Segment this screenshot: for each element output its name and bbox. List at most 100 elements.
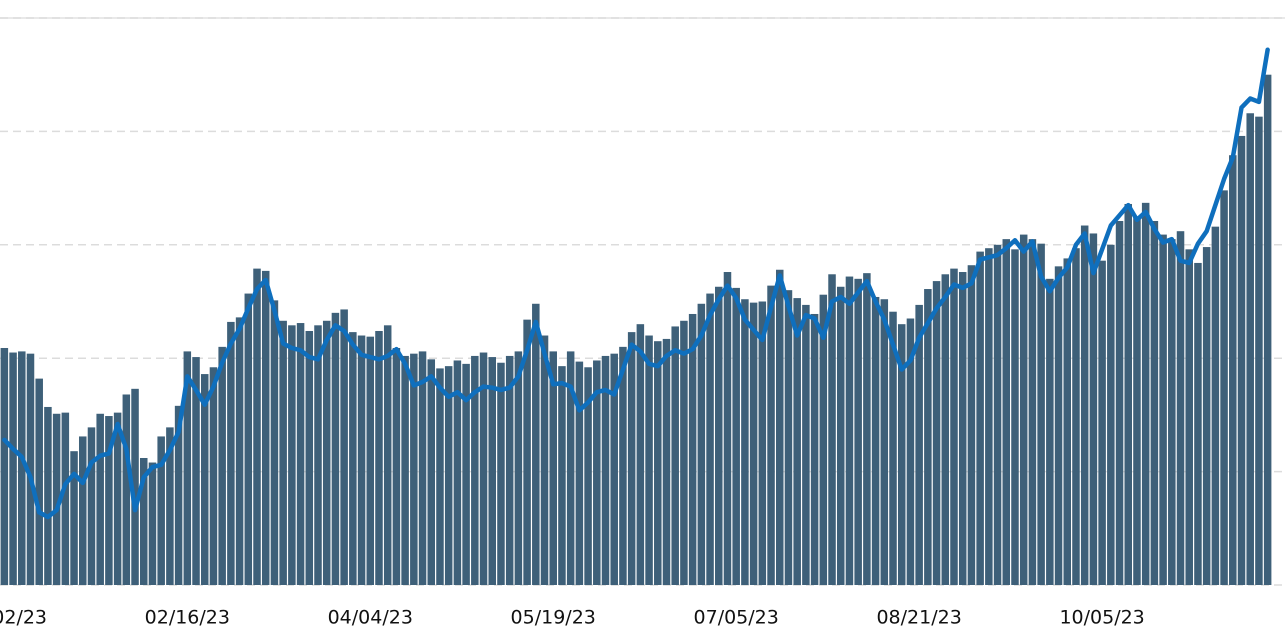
bar: [1194, 262, 1202, 585]
bar: [967, 265, 976, 585]
bar: [680, 320, 688, 585]
bar: [192, 357, 200, 585]
bar: [897, 324, 906, 585]
bar: [767, 285, 775, 585]
bar: [26, 353, 35, 585]
bar: [1124, 203, 1133, 585]
bar: [706, 293, 714, 585]
bar: [854, 278, 862, 585]
bar: [1150, 220, 1159, 585]
bar: [549, 351, 557, 585]
bar: [0, 347, 9, 585]
bar: [723, 272, 732, 585]
bar: [662, 338, 671, 585]
bar: [958, 272, 967, 585]
bar: [1159, 234, 1167, 585]
x-tick-label: 05/19/23: [511, 607, 596, 629]
bar: [845, 276, 854, 585]
bar: [1133, 216, 1141, 585]
x-tick-label: 07/05/23: [694, 607, 779, 629]
bar: [1054, 266, 1063, 585]
bar: [1263, 74, 1272, 585]
bar: [593, 360, 601, 585]
bar: [96, 413, 104, 585]
bar: [52, 413, 61, 585]
bar: [976, 251, 984, 585]
x-tick-label: 01/02/23: [0, 607, 47, 629]
bar: [61, 412, 70, 585]
bar: [418, 351, 427, 585]
bar: [1063, 258, 1072, 585]
bar: [1246, 113, 1254, 586]
bar: [575, 361, 584, 585]
bar: [1002, 239, 1011, 585]
bar: [148, 462, 157, 585]
bar: [261, 270, 270, 585]
bar: [1141, 202, 1150, 586]
bar: [671, 326, 679, 585]
bar: [715, 286, 723, 585]
bar: [532, 303, 540, 585]
bar: [1220, 190, 1228, 586]
bar: [288, 325, 296, 585]
bar: [462, 363, 470, 585]
bar: [654, 341, 662, 585]
bar: [871, 296, 880, 585]
bar: [139, 457, 148, 585]
bar: [880, 299, 889, 585]
bar: [105, 416, 113, 585]
bar: [1019, 234, 1028, 585]
bar: [401, 355, 409, 585]
bar: [915, 304, 923, 585]
bar: [270, 300, 279, 585]
bar: [235, 317, 244, 585]
bar: [322, 320, 331, 585]
bar: [1089, 233, 1098, 585]
bar: [836, 286, 845, 585]
bar: [584, 367, 592, 585]
bar: [340, 309, 348, 585]
bar: [157, 436, 165, 585]
bar: [305, 330, 314, 585]
bar: [741, 299, 749, 585]
bar: [1211, 226, 1220, 585]
bar: [1229, 155, 1237, 586]
bar: [540, 335, 549, 585]
bar: [122, 394, 131, 585]
bar: [331, 312, 340, 585]
bar: [523, 319, 531, 585]
bar: [924, 289, 932, 585]
bar: [427, 359, 436, 585]
bar: [732, 287, 740, 585]
bar: [314, 325, 322, 585]
bar: [1098, 260, 1106, 585]
bar: [619, 346, 627, 585]
bar: [627, 332, 636, 585]
bar: [688, 313, 697, 585]
bar: [932, 281, 941, 585]
bar: [1185, 249, 1193, 585]
bar: [645, 335, 653, 585]
x-tick-label: 02/16/23: [145, 607, 230, 629]
bar: [1115, 220, 1124, 585]
bar: [209, 367, 218, 585]
x-tick-label: 04/04/23: [328, 607, 413, 629]
bar: [1168, 239, 1176, 585]
bar: [793, 298, 801, 585]
bar: [366, 336, 375, 585]
bar: [1028, 239, 1037, 585]
bar: [1255, 116, 1263, 586]
bar: [828, 274, 836, 585]
x-tick-label: 08/21/23: [876, 607, 961, 629]
bar: [775, 269, 784, 585]
bar: [296, 323, 305, 585]
bar: [131, 388, 139, 585]
bar: [906, 318, 915, 585]
bar: [244, 293, 253, 585]
bar: [505, 355, 514, 585]
bar: [488, 357, 497, 585]
bar: [357, 335, 366, 585]
bar: [758, 301, 767, 585]
bar: [985, 248, 993, 585]
bar: [166, 427, 174, 585]
